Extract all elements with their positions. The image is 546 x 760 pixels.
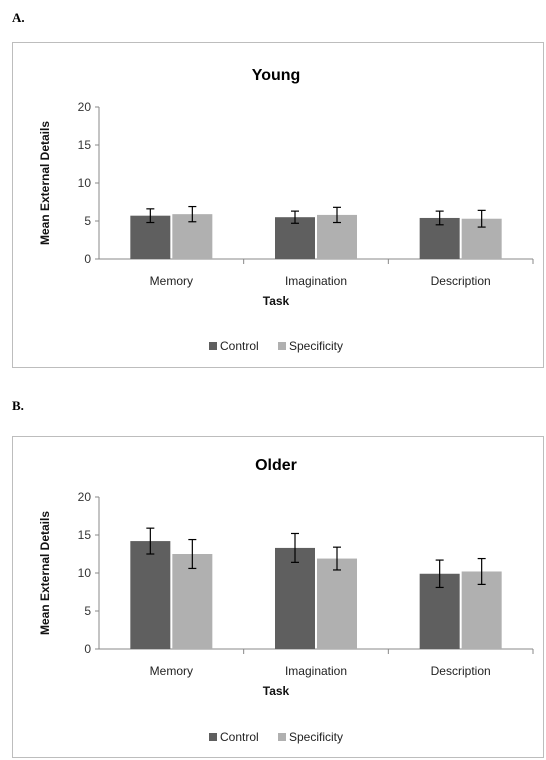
bar-control-memory [130,541,171,649]
y-tick-label: 15 [78,528,92,542]
chart-frame-young: Young 0 5 10 15 20 Mean External Details Memory… [12,42,544,368]
legend-swatch-specificity [278,733,286,741]
x-axis-label: Task [263,684,290,698]
y-tick-label: 15 [78,138,92,152]
category-label: Memory [150,664,193,678]
y-tick-label: 5 [84,214,91,228]
y-tick-label: 20 [78,100,92,114]
panel-label-b: B. [12,398,24,413]
chart-young: Young 0 5 10 15 20 Mean External Details Memory… [38,67,534,353]
y-tick-label: 5 [84,604,91,618]
chart-title: Young [252,67,301,84]
chart-title: Older [255,457,297,474]
y-axis-label: Mean External Details [38,121,52,245]
legend-label-specificity: Specificity [289,339,343,353]
legend-swatch-specificity [278,342,286,350]
legend-swatch-control [209,733,217,741]
chart-frame-older: Older 0 5 10 15 20 Mean External Details Memory… [12,436,544,758]
category-label: Memory [150,274,193,288]
bar-specificity-imagination [317,558,357,649]
legend-label-specificity: Specificity [289,730,343,744]
legend-label-control: Control [220,730,259,744]
chart-older: Older 0 5 10 15 20 Mean External Details Memory… [38,457,534,744]
category-label: Description [431,664,491,678]
y-axis-label: Mean External Details [38,511,52,635]
bar-specificity-memory [172,554,213,649]
y-tick-label: 10 [78,566,92,580]
x-axis-label: Task [263,294,290,308]
y-tick-label: 10 [78,176,92,190]
y-tick-label: 0 [84,252,91,266]
category-label: Imagination [285,274,347,288]
category-label: Description [431,274,491,288]
panel-label-a: A. [12,10,25,25]
y-tick-label: 0 [84,642,91,656]
bar-control-imagination [275,217,315,259]
legend-label-control: Control [220,339,259,353]
bar-control-imagination [275,547,315,649]
legend-swatch-control [209,342,217,350]
category-label: Imagination [285,664,347,678]
y-tick-label: 20 [78,490,92,504]
